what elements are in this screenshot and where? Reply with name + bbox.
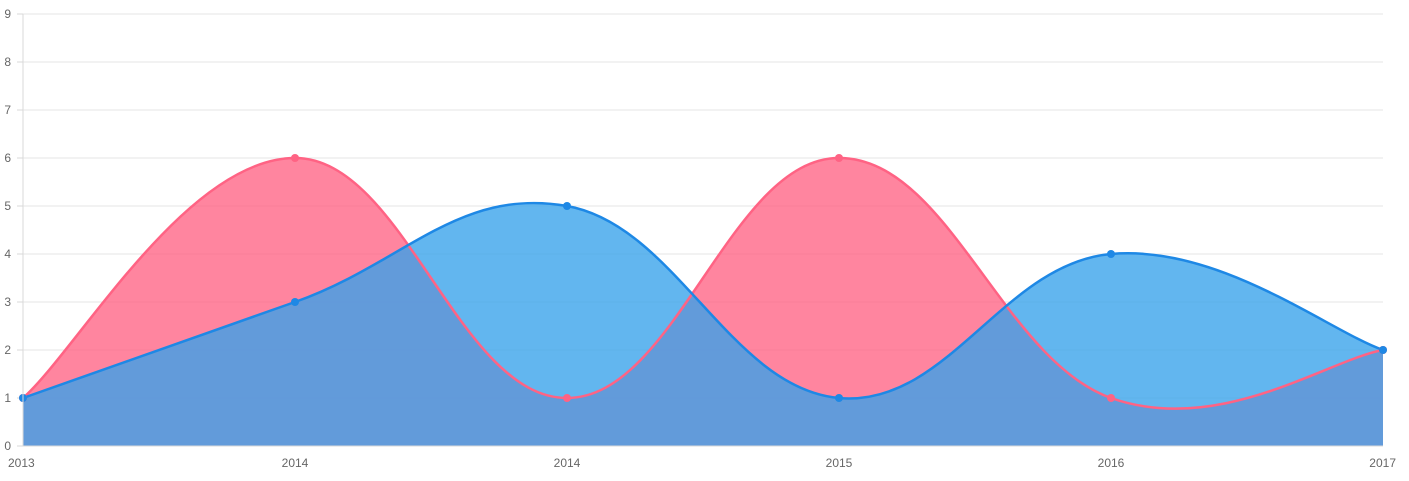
y-tick-label: 4 (4, 247, 11, 261)
x-axis-tick-labels: 2013 2014 2014 2015 2016 2017 (8, 456, 1396, 470)
x-tick-label: 2014 (282, 456, 309, 470)
y-tick-label: 7 (4, 103, 11, 117)
series-1-point-1[interactable] (291, 154, 299, 162)
area-fills (23, 158, 1383, 446)
series-2-point-1[interactable] (291, 298, 299, 306)
y-tick-label: 8 (4, 55, 11, 69)
x-tick-label: 2016 (1098, 456, 1125, 470)
y-tick-label: 0 (4, 439, 11, 453)
y-tick-label: 1 (4, 391, 11, 405)
series-1-point-3[interactable] (835, 154, 843, 162)
x-tick-label: 2015 (826, 456, 853, 470)
axes (22, 14, 1383, 447)
x-tick-label: 2017 (1369, 456, 1396, 470)
series-2-area (23, 202, 1383, 446)
series-1-point-4[interactable] (1107, 394, 1115, 402)
y-tick-label: 5 (4, 199, 11, 213)
y-axis-tick-labels: 0 1 2 3 4 5 6 7 8 9 (4, 7, 11, 453)
x-tick-label: 2014 (554, 456, 581, 470)
x-tick-label: 2013 (8, 456, 35, 470)
series-1-point-2[interactable] (563, 394, 571, 402)
y-tick-label: 2 (4, 343, 11, 357)
y-tick-label: 6 (4, 151, 11, 165)
y-tick-label: 3 (4, 295, 11, 309)
y-tick-label: 9 (4, 7, 11, 21)
series-2-point-2[interactable] (563, 202, 571, 210)
series-2-point-4[interactable] (1107, 250, 1115, 258)
series-2-point-5[interactable] (1379, 346, 1387, 354)
series-2-line (22, 201, 1384, 400)
series-2-point-3[interactable] (835, 394, 843, 402)
